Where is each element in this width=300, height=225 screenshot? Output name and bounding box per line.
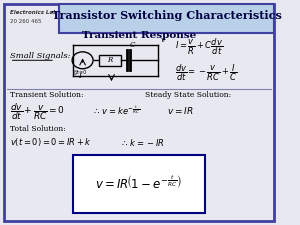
Text: Electronics Lab: Electronics Lab — [10, 10, 57, 15]
Text: v: v — [161, 36, 165, 44]
Text: Small Signals:: Small Signals: — [10, 52, 70, 60]
Text: @t=0: @t=0 — [73, 70, 87, 75]
Text: I: I — [78, 72, 81, 81]
Text: Steady State Solution:: Steady State Solution: — [145, 91, 231, 99]
Text: Total Solution:: Total Solution: — [10, 125, 65, 133]
Bar — [99, 55, 121, 66]
Text: $v = IR$: $v = IR$ — [167, 105, 193, 116]
FancyBboxPatch shape — [73, 155, 205, 212]
Text: Transient Response: Transient Response — [82, 31, 196, 40]
FancyBboxPatch shape — [4, 4, 274, 221]
Text: 20 260 465: 20 260 465 — [10, 19, 41, 24]
Text: $\therefore\, k = -IR$: $\therefore\, k = -IR$ — [120, 137, 165, 148]
Text: Transistor Switching Characteristics: Transistor Switching Characteristics — [52, 10, 281, 21]
Text: $v = IR\!\left(1 - e^{-\frac{t}{RC}}\right)$: $v = IR\!\left(1 - e^{-\frac{t}{RC}}\rig… — [95, 175, 183, 192]
Text: $\therefore\, v = ke^{-\frac{t}{RC}}$: $\therefore\, v = ke^{-\frac{t}{RC}}$ — [92, 104, 140, 117]
Text: Transient Solution:: Transient Solution: — [10, 91, 83, 99]
Text: $\dfrac{dv}{dt} + \dfrac{v}{RC} = 0$: $\dfrac{dv}{dt} + \dfrac{v}{RC} = 0$ — [10, 101, 65, 122]
Text: R: R — [107, 56, 113, 64]
Text: $\dfrac{dv}{dt} = -\dfrac{v}{RC} + \dfrac{I}{C}$: $\dfrac{dv}{dt} = -\dfrac{v}{RC} + \dfra… — [175, 63, 238, 83]
Text: C: C — [130, 41, 135, 49]
Text: $v(t=0) = 0 = IR + k$: $v(t=0) = 0 = IR + k$ — [10, 137, 92, 148]
FancyBboxPatch shape — [59, 4, 274, 32]
Text: $I = \dfrac{v}{R} + C\dfrac{dv}{dt}$: $I = \dfrac{v}{R} + C\dfrac{dv}{dt}$ — [175, 37, 223, 57]
